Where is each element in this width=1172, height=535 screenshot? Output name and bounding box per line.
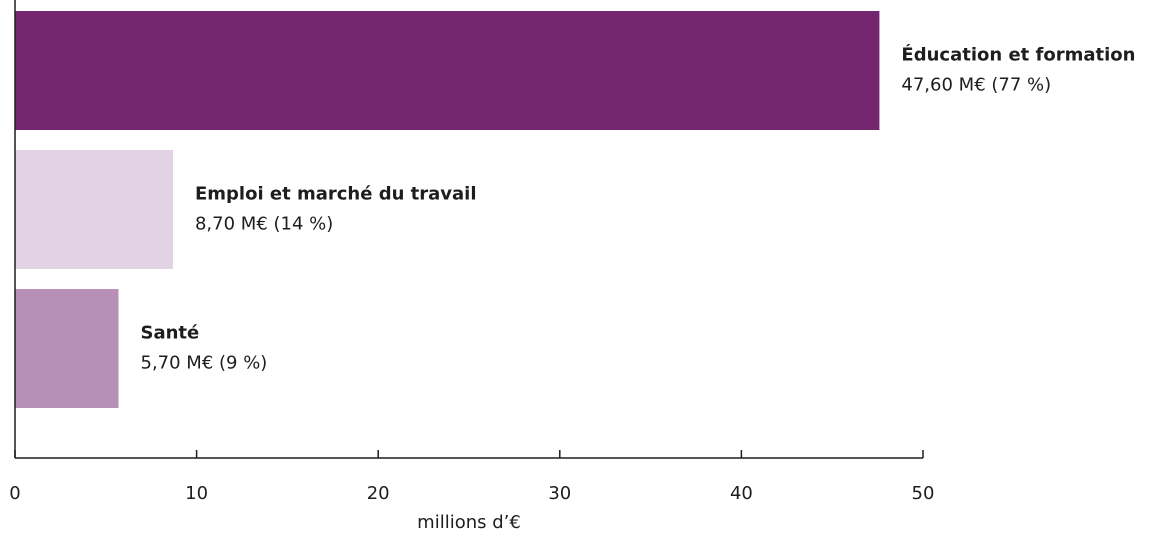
x-tick-label: 10 [185,483,208,504]
x-tick-label: 30 [548,483,571,504]
category-label: Emploi et marché du travail [195,184,477,205]
x-tick-label: 20 [367,483,390,504]
x-tick-label: 0 [9,483,20,504]
x-axis-label: millions d’€ [417,512,521,533]
bar [15,150,173,269]
value-label: 8,70 M€ (14 %) [195,214,333,235]
x-tick-label: 50 [912,483,935,504]
x-tick-label: 40 [730,483,753,504]
bar [15,11,880,130]
category-label: Santé [141,323,200,344]
bar [15,289,119,408]
value-label: 47,60 M€ (77 %) [901,75,1051,96]
value-label: 5,70 M€ (9 %) [141,353,268,374]
category-label: Éducation et formation [901,44,1135,66]
